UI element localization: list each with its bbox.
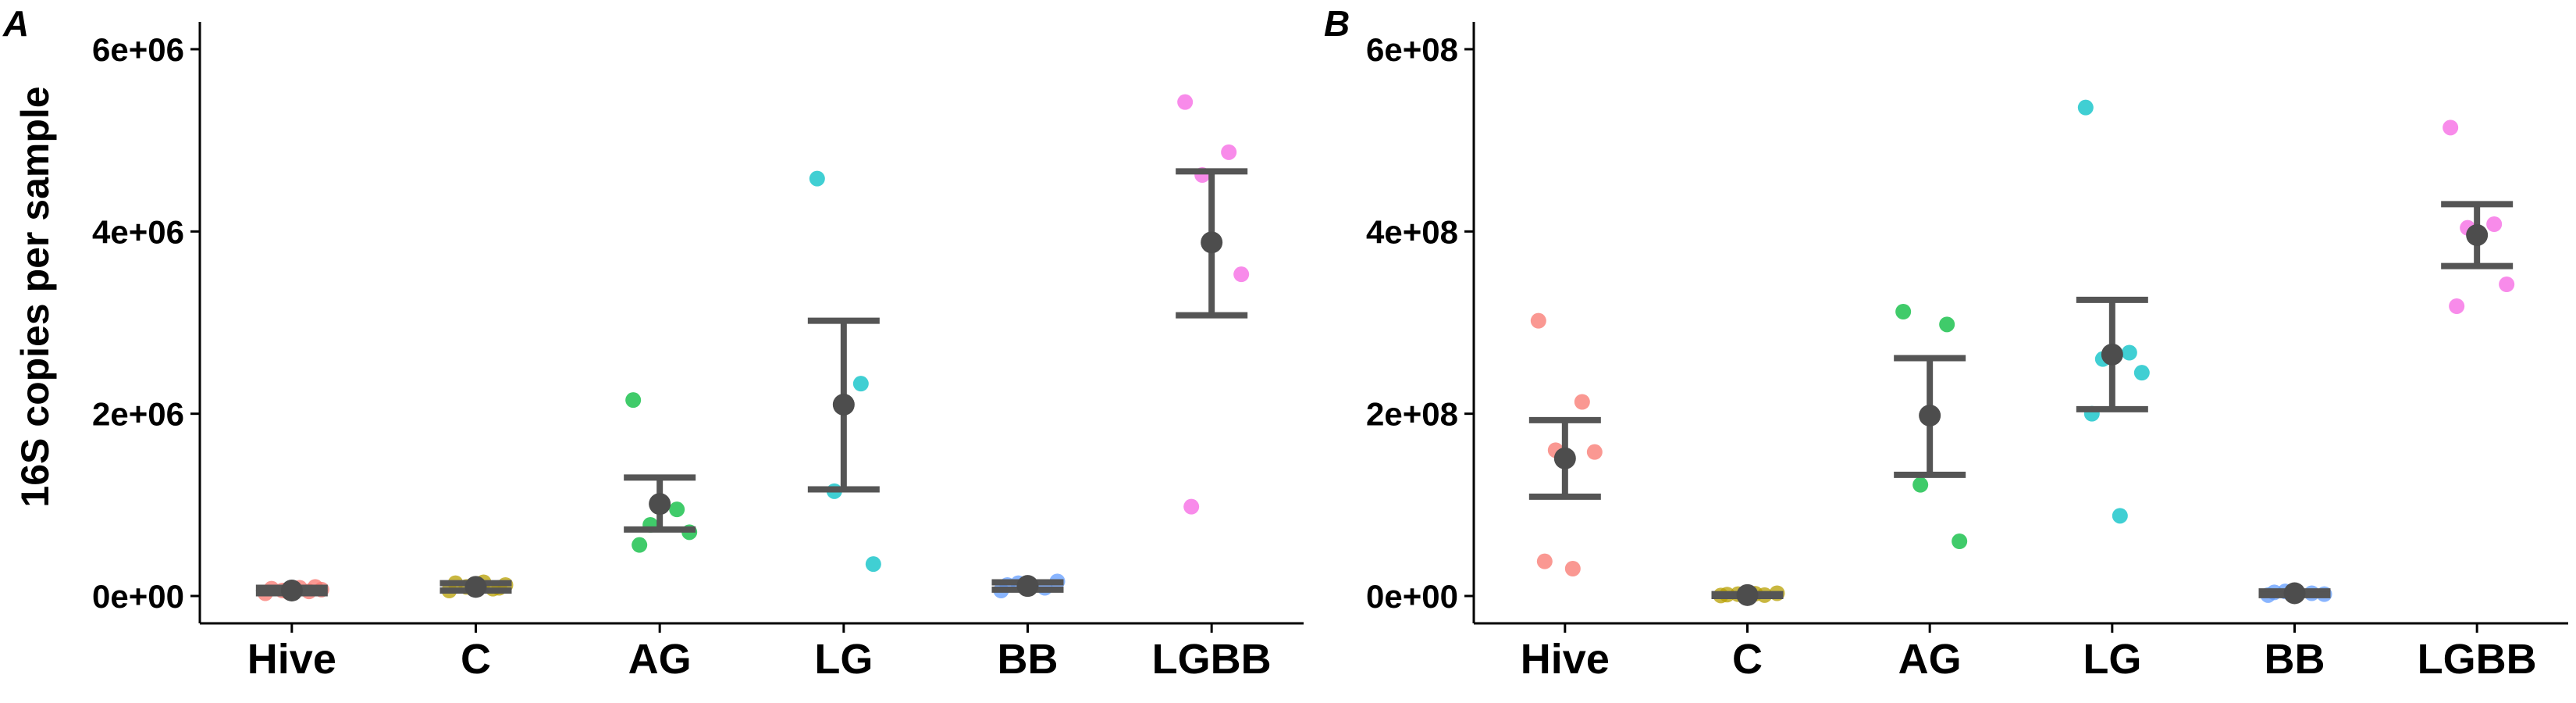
data-point-lgbb <box>1177 94 1194 110</box>
data-point-ag <box>625 392 642 409</box>
x-tick-label: LGBB <box>1152 636 1272 683</box>
mean-point-ag <box>649 493 671 516</box>
data-point-lgbb <box>2449 298 2465 314</box>
y-axis-title: 16S copies per sample <box>13 86 57 507</box>
mean-point-bb <box>2283 582 2306 605</box>
x-tick-label: BB <box>998 636 1059 683</box>
x-tick-label: C <box>1732 636 1763 683</box>
data-point-hive <box>1574 394 1590 410</box>
mean-point-c <box>1736 583 1759 606</box>
data-point-lg <box>2121 344 2137 361</box>
mean-point-c <box>464 576 487 598</box>
y-tick-label: 6e+08 <box>1366 31 1458 68</box>
y-tick-label: 4e+06 <box>92 213 184 250</box>
data-point-ag <box>669 501 685 518</box>
data-point-lgbb <box>2486 216 2503 232</box>
x-tick-label: Hive <box>1521 636 1610 683</box>
x-tick-label: LG <box>814 636 873 683</box>
y-tick-label: 6e+06 <box>92 31 184 68</box>
data-point-lgbb <box>2499 277 2515 292</box>
x-tick-label: C <box>461 636 491 683</box>
x-tick-label: AG <box>628 636 692 683</box>
data-point-hive <box>1564 561 1581 576</box>
y-tick-label: 2e+08 <box>1366 396 1458 433</box>
data-point-lgbb <box>1233 266 1250 283</box>
x-tick-label: Hive <box>247 636 336 683</box>
x-tick-label: LG <box>2083 636 2141 683</box>
x-tick-label: LGBB <box>2418 636 2537 683</box>
mean-point-lg <box>832 394 855 416</box>
panel-label-a: A <box>2 3 29 44</box>
data-point-ag <box>1939 316 1955 333</box>
mean-point-lgbb <box>2466 224 2489 246</box>
mean-point-ag <box>1919 405 1941 426</box>
mean-point-hive <box>280 580 303 601</box>
data-point-hive <box>1536 553 1553 569</box>
data-point-lgbb <box>1183 498 1200 515</box>
x-tick-label: AG <box>1898 636 1962 683</box>
mean-point-hive <box>1553 447 1576 469</box>
data-point-lg <box>2077 99 2094 116</box>
data-point-lg <box>809 170 825 187</box>
data-point-hive <box>1530 312 1546 329</box>
data-point-hive <box>1586 444 1603 460</box>
data-point-lg <box>852 376 869 392</box>
mean-point-bb <box>1016 575 1039 598</box>
data-point-ag <box>1912 476 1929 493</box>
data-point-ag <box>632 537 648 553</box>
data-point-lgbb <box>1221 144 1237 160</box>
x-tick-label: BB <box>2265 636 2325 683</box>
data-point-ag <box>1952 533 1968 549</box>
data-point-lgbb <box>2443 120 2459 136</box>
y-tick-label: 2e+06 <box>92 396 184 433</box>
mean-point-lgbb <box>1201 231 1223 254</box>
data-point-lg <box>2112 508 2128 524</box>
panel-label-b: B <box>1324 3 1350 44</box>
data-point-lg <box>2133 365 2150 381</box>
mean-point-lg <box>2101 343 2123 366</box>
y-tick-label: 0e+00 <box>92 578 184 615</box>
data-point-lg <box>865 556 881 573</box>
y-tick-label: 0e+00 <box>1366 578 1458 615</box>
data-point-ag <box>1895 304 1912 319</box>
y-tick-label: 4e+08 <box>1366 213 1458 250</box>
